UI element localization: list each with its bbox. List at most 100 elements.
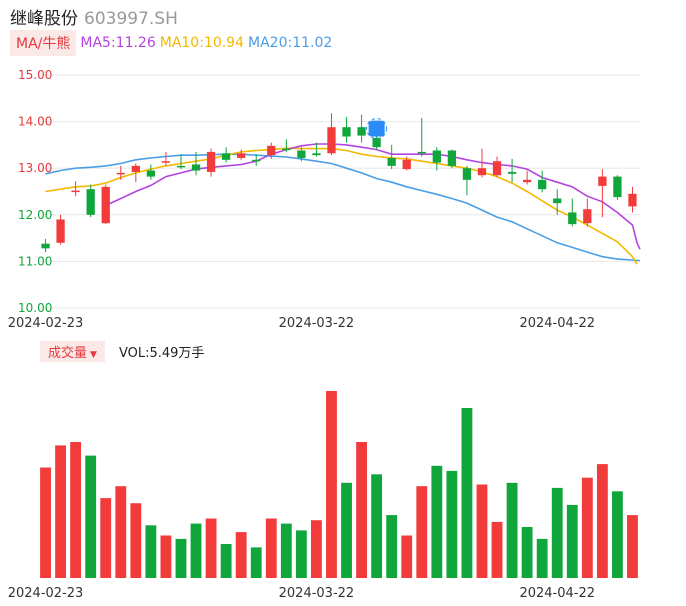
volume-bar	[371, 474, 383, 578]
ma20-line	[45, 153, 640, 262]
y-tick-label: 10.00	[18, 301, 52, 315]
candle	[492, 156, 502, 178]
candle	[462, 165, 472, 196]
candle	[432, 147, 441, 171]
candle-body	[553, 198, 562, 204]
candle	[357, 114, 366, 143]
candle	[131, 163, 140, 183]
candle-body	[252, 159, 261, 162]
y-tick-label: 15.00	[18, 68, 52, 82]
candle-body	[237, 153, 246, 158]
candle-body	[447, 150, 457, 166]
volume-bar	[566, 504, 578, 578]
candle	[252, 154, 261, 166]
candle-body	[41, 243, 50, 249]
candle-body	[146, 170, 156, 177]
ma5-line	[105, 143, 641, 250]
candle	[176, 154, 186, 170]
candle-body	[613, 176, 622, 198]
volume-bar	[521, 527, 533, 578]
candle	[161, 151, 171, 166]
candle	[417, 117, 426, 157]
candle-body	[101, 186, 110, 224]
candle	[568, 198, 577, 227]
candle	[628, 186, 637, 213]
candle-body	[507, 171, 517, 174]
ma20-label: MA20:11.02	[248, 35, 333, 51]
candle	[86, 184, 95, 218]
volume-bar	[295, 530, 307, 578]
candle-body	[568, 212, 577, 225]
volume-bar	[175, 538, 187, 578]
volume-bar	[581, 477, 593, 578]
candle-body	[191, 164, 201, 171]
candle-body	[161, 161, 171, 163]
volume-bar	[85, 455, 97, 578]
volume-x-tick-label: 2024-02-23	[8, 586, 84, 601]
volume-bar	[506, 482, 518, 578]
candle-body	[372, 137, 381, 148]
event-marker-ring	[366, 118, 388, 140]
volume-bar	[265, 518, 277, 578]
candle	[297, 147, 306, 162]
volume-bar	[205, 518, 217, 578]
volume-bar	[627, 515, 638, 578]
volume-bar	[356, 442, 367, 578]
candle	[583, 198, 592, 227]
candle-body	[462, 168, 472, 180]
candle	[101, 184, 110, 225]
ma10-label: MA10:10.94	[159, 35, 245, 51]
candle-body	[206, 151, 216, 172]
candle-body	[417, 151, 426, 154]
candle	[342, 116, 351, 143]
volume-bar	[70, 442, 82, 578]
candle	[327, 113, 336, 156]
candle	[402, 156, 411, 171]
candle	[507, 158, 517, 183]
volume-bar	[551, 487, 563, 578]
candle	[522, 170, 532, 185]
volume-bar	[461, 408, 473, 578]
candle-body	[116, 172, 125, 175]
volume-bar	[55, 445, 66, 578]
stock-name: 继峰股份	[10, 9, 78, 29]
volume-bar	[476, 484, 488, 578]
candle-body	[267, 145, 276, 156]
candle-body	[282, 148, 291, 151]
candle-body	[583, 209, 592, 224]
candle	[71, 181, 80, 197]
volume-bar	[250, 547, 262, 578]
candle	[191, 151, 201, 176]
candle	[282, 139, 291, 152]
ma10-line	[45, 147, 638, 265]
candle	[41, 239, 50, 253]
x-tick-label: 2024-02-23	[8, 316, 84, 331]
candle	[447, 149, 457, 169]
event-marker-icon	[366, 118, 388, 140]
ma5-label: MA5:11.26	[80, 35, 156, 51]
y-tick-label: 13.00	[18, 161, 52, 175]
y-tick-label: 14.00	[18, 115, 52, 129]
candle-body	[538, 179, 547, 190]
candle	[538, 170, 547, 193]
candle	[598, 169, 607, 218]
volume-bar	[280, 523, 292, 578]
candle	[116, 165, 125, 180]
volume-bar	[220, 544, 232, 578]
ma-type-selector[interactable]: MA/牛熊	[10, 30, 77, 56]
ma-legend: MA/牛熊 MA5:11.26 MA10:10.94 MA20:11.02	[10, 30, 336, 56]
vol-value: VOL:5.49万手	[118, 345, 205, 361]
candle-body	[221, 153, 231, 160]
candle-body	[327, 127, 336, 154]
volume-bar	[190, 523, 202, 578]
candle-body	[131, 165, 140, 172]
volume-type-selector[interactable]: 成交量 ▼	[40, 340, 105, 362]
volume-bar	[386, 515, 398, 578]
candle	[56, 214, 65, 245]
candle-body	[432, 150, 441, 163]
candle	[267, 142, 276, 159]
candle-body	[86, 189, 95, 215]
caret-down-icon: ▼	[90, 349, 97, 360]
volume-bar	[235, 532, 247, 578]
